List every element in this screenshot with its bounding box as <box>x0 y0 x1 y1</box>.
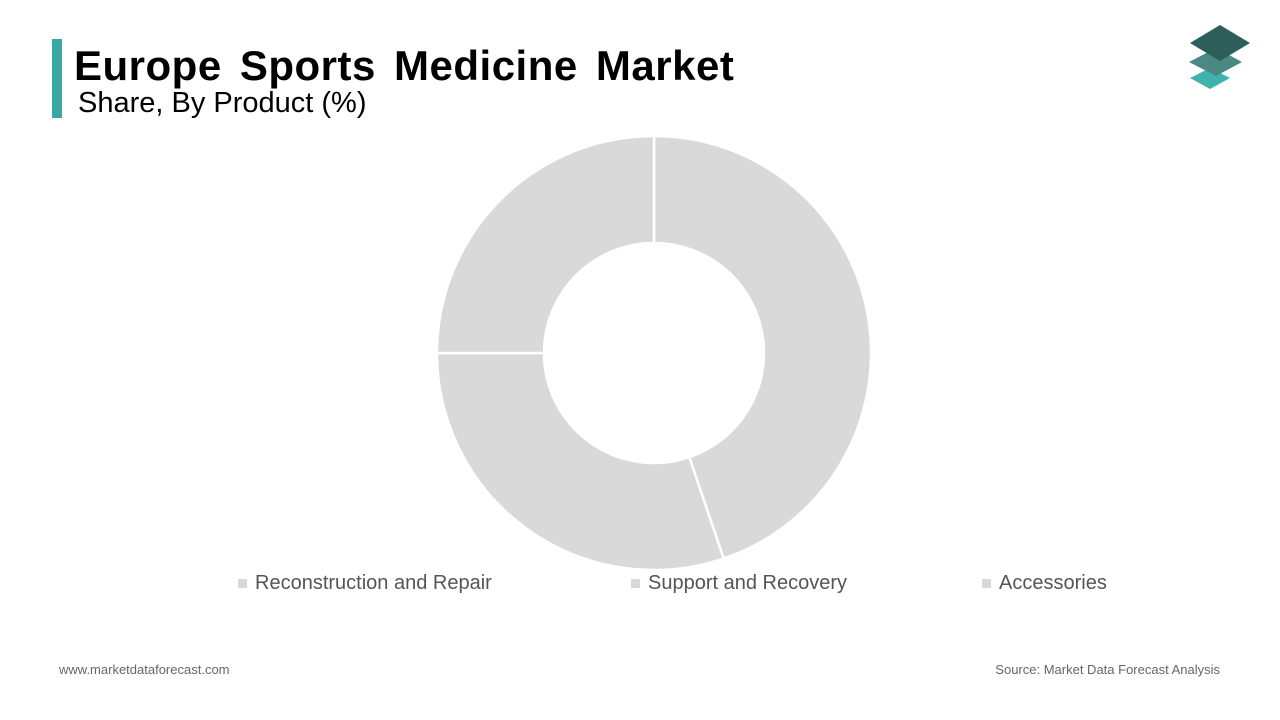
website-url: www.marketdataforecast.com <box>59 662 230 677</box>
chart-legend: Reconstruction and Repair Support and Rec… <box>0 570 1280 596</box>
donut-slices <box>435 134 873 572</box>
legend-swatch <box>238 578 247 588</box>
stacked-layers-icon <box>1189 25 1250 89</box>
logo-layer-top <box>1190 25 1250 61</box>
title-accent-bar <box>52 39 62 118</box>
source-note: Source: Market Data Forecast Analysis <box>995 662 1220 677</box>
legend-item: Support and Recovery <box>631 570 847 596</box>
page-subtitle: Share, By Product (%) <box>78 87 367 119</box>
legend-swatch <box>631 578 640 588</box>
legend-label: Reconstruction and Repair <box>255 571 492 594</box>
legend-swatch <box>982 578 991 588</box>
donut-slice-support-and-recovery <box>435 351 726 572</box>
donut-slice-accessories <box>435 134 656 355</box>
page-title: Europe Sports Medicine Market <box>74 42 735 89</box>
donut-slice-reconstruction-and-repair <box>652 134 873 561</box>
legend-label: Support and Recovery <box>648 571 848 594</box>
legend-item: Accessories <box>982 570 1107 596</box>
legend-label: Accessories <box>999 571 1107 594</box>
legend-item: Reconstruction and Repair <box>238 570 492 596</box>
